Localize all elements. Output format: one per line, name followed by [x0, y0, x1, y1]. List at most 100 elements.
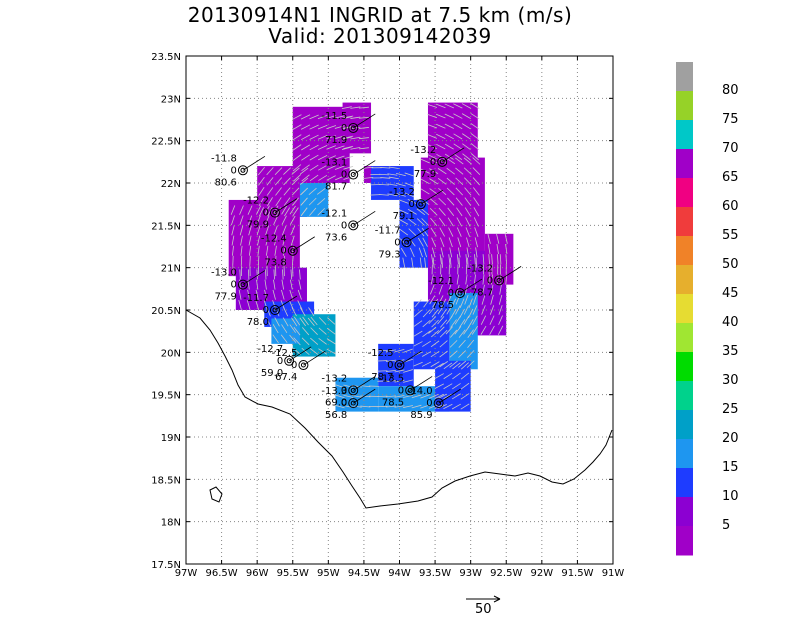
wind-arrow — [358, 127, 369, 129]
wind-arrow — [452, 372, 461, 380]
wind-arrow — [474, 227, 479, 237]
wind-arrow — [467, 339, 475, 348]
wind-arrow — [318, 327, 327, 335]
wind-arrow — [293, 337, 301, 346]
wind-arrow — [455, 157, 464, 165]
wind-arrow — [429, 198, 438, 206]
wind-arrow — [453, 143, 463, 150]
wind-arrow — [256, 225, 261, 236]
wind-arrow — [360, 405, 371, 408]
wind-arrow — [444, 133, 454, 140]
lat-tick-label: 18N — [161, 518, 181, 529]
station-humidity: 78.0 — [247, 317, 269, 328]
wind-arrow — [475, 247, 478, 258]
wind-arrow — [231, 245, 234, 256]
wind-arrow — [387, 193, 398, 197]
wind-arrow — [358, 106, 369, 109]
wind-arrow — [421, 208, 430, 216]
colorbar-tick-label: 60 — [722, 199, 739, 214]
colorbar-tick-label: 40 — [722, 315, 739, 330]
wind-arrow — [385, 380, 396, 383]
wind-arrow — [301, 154, 310, 161]
wind-arrow — [247, 289, 251, 300]
wind-arrow — [318, 348, 328, 355]
shade-cell — [427, 102, 478, 162]
wind-arrow — [448, 274, 451, 285]
wind-arrow — [448, 227, 454, 237]
wind-arrow — [308, 307, 315, 317]
station-wind: 0 — [263, 305, 269, 316]
wind-arrow — [464, 295, 469, 305]
wind-arrow — [465, 254, 468, 265]
wind-arrow — [309, 348, 319, 355]
wind-arrow — [470, 113, 480, 120]
wind-arrow — [292, 197, 300, 206]
wind-arrow — [316, 188, 326, 195]
wind-arrow — [317, 134, 328, 140]
wind-arrow — [300, 207, 308, 217]
wind-arrow — [438, 217, 446, 227]
wind-arrow — [407, 208, 417, 215]
wind-arrow — [438, 197, 447, 206]
wind-arrow — [274, 167, 283, 176]
wind-arrow — [498, 305, 503, 315]
wind-arrow — [422, 237, 428, 247]
wind-arrow — [451, 298, 457, 308]
wind-arrow — [434, 383, 444, 389]
wind-arrow — [334, 394, 345, 399]
scale-arrow-label: 50 — [475, 602, 492, 617]
wind-arrow — [491, 274, 493, 285]
wind-arrow — [453, 103, 463, 109]
wind-arrow — [274, 245, 277, 256]
wind-arrow — [291, 177, 300, 186]
wind-arrow — [248, 245, 252, 256]
wind-arrow — [437, 158, 447, 164]
wind-arrow — [434, 362, 444, 369]
colorbar-tick-label: 50 — [722, 257, 739, 272]
wind-arrow — [380, 177, 391, 179]
wind-arrow — [309, 207, 317, 216]
wind-arrow — [326, 327, 336, 335]
wind-arrow — [394, 395, 405, 398]
wind-arrow — [258, 177, 265, 186]
station-wind: 0 — [426, 398, 432, 409]
wind-arrow — [456, 274, 459, 285]
wind-arrow — [292, 144, 302, 151]
wind-arrow — [334, 145, 345, 150]
wind-arrow — [292, 207, 299, 217]
wind-arrow — [256, 205, 262, 215]
wind-arrow — [292, 154, 302, 161]
wind-arrow — [449, 340, 458, 348]
wind-arrow — [496, 244, 499, 255]
wind-arrow — [358, 147, 369, 150]
wind-arrow — [470, 133, 480, 140]
wind-arrow — [429, 188, 438, 195]
wind-arrow — [292, 134, 302, 141]
wind-arrow — [281, 289, 285, 300]
wind-arrow — [363, 166, 374, 169]
wind-arrow — [480, 325, 487, 335]
wind-arrow — [343, 394, 354, 398]
colorbar-swatch — [676, 381, 693, 411]
wind-arrow — [462, 143, 471, 150]
wind-arrow — [448, 254, 451, 265]
wind-arrow — [453, 133, 463, 140]
wind-arrow — [272, 289, 276, 300]
wind-arrow — [299, 307, 306, 317]
wind-arrow — [480, 315, 487, 325]
wind-arrow — [343, 135, 354, 139]
wind-arrow — [504, 233, 508, 244]
wind-arrow — [431, 319, 439, 328]
wind-arrow — [438, 295, 444, 305]
wind-arrow — [291, 167, 300, 175]
wind-barb — [399, 350, 422, 366]
wind-arrow — [488, 254, 490, 265]
wind-arrow — [399, 219, 409, 225]
wind-arrow — [403, 369, 413, 373]
wind-arrow — [396, 192, 406, 197]
wind-arrow — [449, 247, 453, 258]
wind-arrow — [273, 279, 276, 290]
wind-arrow — [318, 164, 328, 171]
